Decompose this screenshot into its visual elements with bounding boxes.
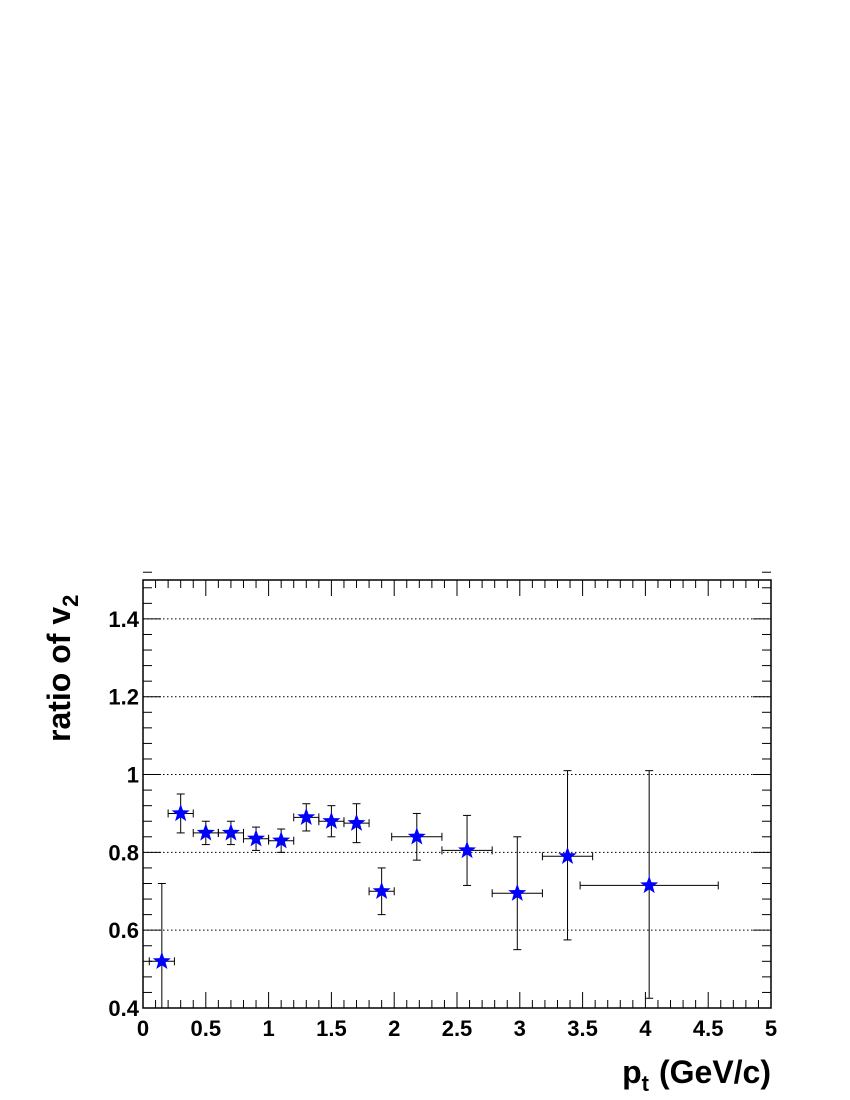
axis-ticks [142, 571, 772, 1009]
x-tick-label: 0.5 [191, 1016, 222, 1041]
star-marker [196, 823, 215, 841]
y-axis-title-subscript: 2 [58, 595, 83, 607]
y-tick-label: 1 [127, 763, 139, 788]
x-axis-title-subscript: t [642, 1071, 650, 1096]
star-marker [640, 875, 659, 894]
star-marker [272, 831, 291, 849]
x-tick-label: 2.5 [442, 1016, 473, 1041]
x-tick-label: 3.5 [567, 1016, 598, 1041]
x-axis-title-unit: (GeV/c) [659, 1054, 771, 1090]
star-marker [508, 883, 527, 901]
star-marker [458, 840, 477, 859]
star-marker [247, 829, 266, 847]
y-tick-label: 0.4 [108, 996, 139, 1021]
y-tick-label: 0.6 [108, 918, 139, 943]
star-marker [152, 951, 171, 969]
y-axis-title-main: ratio of v [41, 607, 77, 742]
star-marker [407, 827, 426, 845]
x-axis-title-main: p [622, 1054, 642, 1090]
data-markers [152, 803, 659, 969]
x-tick-label: 4 [639, 1016, 652, 1041]
x-tick-label: 4.5 [693, 1016, 724, 1041]
x-tick-label: 0 [137, 1016, 149, 1041]
y-tick-label: 1.4 [108, 607, 139, 632]
y-tick-label: 0.8 [108, 840, 139, 865]
star-marker [372, 881, 391, 899]
gridlines [143, 618, 771, 931]
tick-labels: 0 0.5 1 1.5 2 2.5 3 3.5 4 4.5 5 0.4 0.6 0.8 1 1.2 1.4 [108, 607, 777, 1041]
error-bars [148, 770, 719, 1009]
star-marker [171, 803, 190, 822]
star-marker [347, 813, 366, 831]
x-tick-label: 1.5 [316, 1016, 347, 1041]
x-tick-label: 5 [765, 1016, 777, 1041]
plot-frame [142, 579, 772, 1009]
x-tick-label: 1 [262, 1016, 274, 1041]
y-tick-label: 1.2 [108, 685, 139, 710]
x-tick-label: 3 [514, 1016, 526, 1041]
x-tick-label: 2 [388, 1016, 400, 1041]
x-axis-title: pt (GeV/c) [622, 1054, 771, 1096]
y-axis-title: ratio of v2 [41, 595, 83, 742]
star-marker [558, 846, 577, 864]
star-marker [221, 823, 240, 841]
star-marker [322, 811, 341, 829]
star-marker [297, 807, 316, 826]
